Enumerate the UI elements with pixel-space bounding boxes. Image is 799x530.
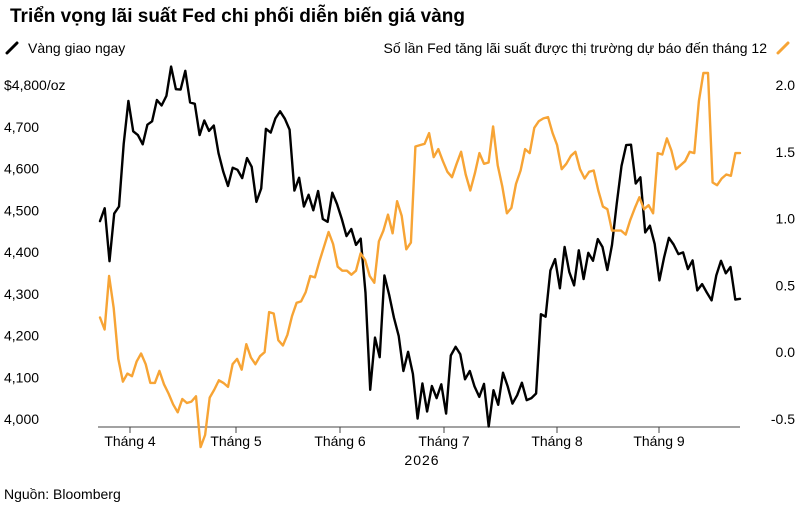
x-tick-label: Tháng 5 bbox=[210, 433, 262, 449]
y-right-tick-label: 0.0 bbox=[776, 344, 796, 360]
y-left-tick-label: 4,400 bbox=[4, 244, 39, 260]
series-line-fed-hikes bbox=[98, 71, 742, 449]
y-left-tick-label: $4,800/oz bbox=[4, 77, 66, 93]
legend-gold-swatch-icon bbox=[5, 41, 19, 55]
y-left-tick-label: 4,200 bbox=[4, 328, 39, 344]
x-tick-label: Tháng 9 bbox=[633, 433, 685, 449]
y-left-tick-label: 4,000 bbox=[4, 411, 39, 427]
legend-hikes-swatch-icon bbox=[776, 41, 790, 55]
chart-title: Triển vọng lãi suất Fed chi phối diễn bi… bbox=[10, 6, 466, 27]
legend-hikes-label: Số lần Fed tăng lãi suất được thị trường… bbox=[383, 40, 768, 56]
source-note: Nguồn: Bloomberg bbox=[4, 486, 121, 502]
y-left-tick-label: 4,100 bbox=[4, 369, 39, 385]
y-right-tick-label: 0.5 bbox=[776, 277, 796, 293]
x-tick-label: Tháng 4 bbox=[104, 433, 156, 449]
y-right-tick-label: 1.5 bbox=[776, 144, 796, 160]
x-tick-label: Tháng 6 bbox=[314, 433, 366, 449]
series-line-gold-spot bbox=[98, 65, 742, 428]
y-left-tick-label: 4,600 bbox=[4, 161, 39, 177]
legend-gold-label: Vàng giao ngay bbox=[28, 40, 126, 56]
y-left-tick-label: 4,500 bbox=[4, 202, 39, 218]
legend-hikes: Số lần Fed tăng lãi suất được thị trường… bbox=[384, 40, 792, 56]
y-left-tick-label: 4,700 bbox=[4, 119, 39, 135]
y-left-tick-label: 4,300 bbox=[4, 286, 39, 302]
y-right-tick-label: -0.5 bbox=[771, 411, 795, 427]
y-right-tick-label: 2.0 bbox=[776, 77, 796, 93]
x-tick-label: Tháng 7 bbox=[418, 433, 470, 449]
legend-gold: Vàng giao ngay bbox=[4, 40, 125, 56]
y-right-tick-label: 1.0 bbox=[776, 211, 796, 227]
x-tick-label: Tháng 8 bbox=[531, 433, 583, 449]
x-year-label: 2026 bbox=[404, 452, 439, 468]
